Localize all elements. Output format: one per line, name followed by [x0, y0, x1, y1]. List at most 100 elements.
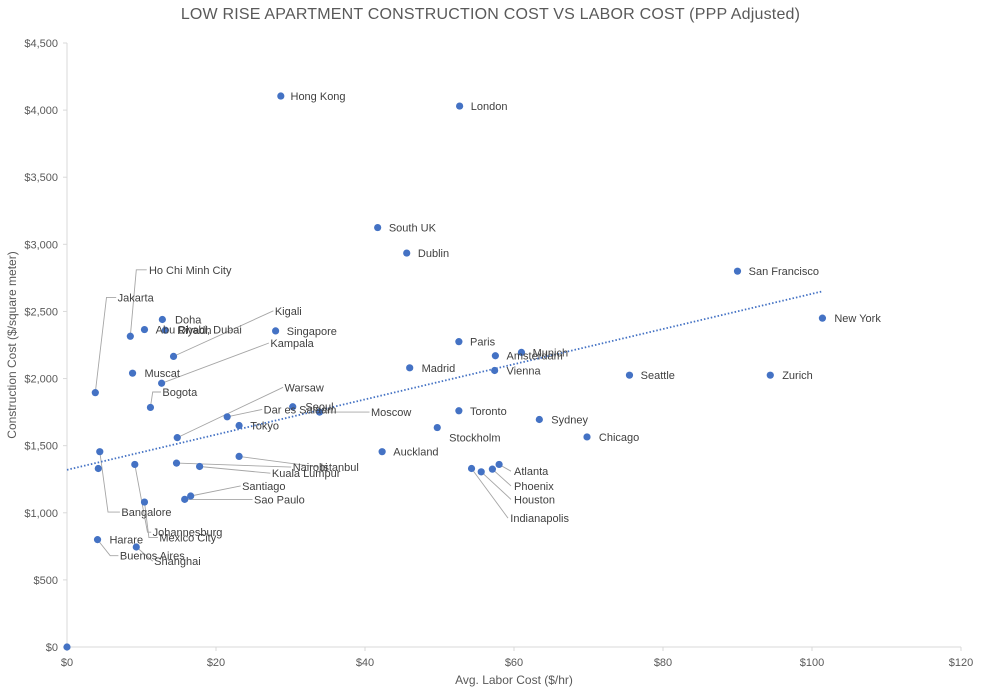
data-point	[467, 464, 476, 473]
data-label: London	[471, 101, 508, 113]
leader-line	[144, 501, 158, 539]
data-label: Singapore	[287, 326, 337, 338]
y-tick-label: $4,000	[24, 105, 58, 117]
x-axis-ticks: $0 $20 $40 $60 $80 $100 $120	[61, 647, 973, 669]
x-tick-label: $60	[505, 657, 523, 669]
y-tick-label: $0	[46, 642, 58, 654]
data-point	[94, 464, 102, 473]
data-point	[406, 364, 414, 372]
leader-line	[94, 296, 117, 393]
data-label: Santiago	[242, 481, 285, 493]
data-point	[235, 421, 243, 430]
data-label: Johannesburg	[153, 527, 223, 539]
x-tick-label: $80	[654, 657, 672, 669]
data-point	[132, 543, 140, 551]
data-point	[158, 379, 166, 387]
data-point	[172, 459, 181, 467]
leader-line	[149, 391, 161, 408]
data-label: Seoul	[305, 402, 333, 414]
data-point	[169, 352, 178, 361]
leader-line	[480, 471, 512, 500]
data-label: Kuala Lumpur	[272, 468, 341, 480]
axes	[66, 43, 961, 648]
data-point	[818, 314, 827, 322]
leader-line	[134, 464, 152, 533]
data-point	[146, 403, 155, 412]
leader-line	[99, 451, 120, 513]
data-point	[131, 460, 139, 469]
data-label: Jakarta	[118, 292, 155, 304]
data-label: Seattle	[641, 370, 675, 382]
y-tick-label: $500	[34, 575, 58, 587]
data-labels: Hong Kong London South UK Dublin San Francis…	[109, 91, 881, 568]
data-label: Houston	[514, 494, 555, 506]
data-point	[491, 352, 499, 360]
data-label: Shanghai	[154, 556, 201, 568]
data-label: Madrid	[422, 363, 456, 375]
leader-line	[239, 455, 319, 468]
leader-line	[136, 546, 153, 562]
leader-line	[129, 269, 147, 337]
y-tick-label: $4,500	[24, 38, 58, 50]
data-label: Kigali	[275, 306, 302, 318]
data-label: Hong Kong	[291, 91, 346, 103]
leader-line	[492, 468, 512, 487]
data-label: Sydney	[551, 414, 588, 426]
data-point	[374, 223, 382, 232]
data-point	[403, 249, 411, 257]
data-point	[455, 338, 463, 346]
leader-line	[190, 485, 241, 497]
data-label: Indianapolis	[510, 513, 569, 525]
data-point	[378, 448, 386, 456]
y-tick-label: $2,000	[24, 374, 58, 386]
data-point	[517, 348, 526, 356]
data-label: Nairobi	[293, 462, 328, 474]
data-point	[433, 423, 441, 432]
data-point	[126, 332, 134, 340]
x-tick-label: $120	[949, 657, 973, 669]
x-tick-label: $40	[356, 657, 374, 669]
data-label: Vienna	[507, 366, 542, 378]
data-label: Istanbul	[320, 462, 359, 474]
data-point	[140, 325, 149, 334]
leader-line	[161, 342, 270, 384]
y-tick-label: $3,500	[24, 172, 58, 184]
data-label: Bogota	[162, 387, 198, 399]
data-label: Paris	[470, 337, 496, 349]
data-label: Dublin	[418, 248, 449, 260]
leader-line	[176, 462, 292, 468]
data-point	[733, 267, 742, 275]
data-point	[583, 433, 591, 441]
data-point	[625, 371, 634, 379]
data-label: Warsaw	[285, 382, 324, 394]
data-point	[223, 413, 231, 421]
data-label: Buenos Aires	[120, 551, 185, 563]
x-tick-label: $0	[61, 657, 73, 669]
data-label: Ho Chi Minh City	[149, 265, 232, 277]
data-point	[187, 492, 195, 500]
data-point	[63, 643, 71, 651]
y-tick-label: $3,000	[24, 239, 58, 251]
data-label: Phoenix	[514, 481, 554, 493]
leader-line	[177, 386, 284, 439]
data-point	[315, 408, 324, 416]
data-label: Munich	[533, 347, 568, 359]
data-point	[456, 102, 464, 110]
data-label: Auckland	[393, 447, 438, 459]
x-tick-label: $20	[207, 657, 225, 669]
label-leader-lines	[94, 269, 512, 562]
leader-line	[199, 466, 271, 474]
y-axis-label: Construction Cost ($/square meter)	[5, 251, 19, 438]
data-label: Tokyo	[250, 421, 279, 433]
data-label: Kampala	[270, 338, 314, 350]
data-point	[161, 326, 169, 334]
data-label: Zurich	[782, 370, 813, 382]
data-label: Abu Dhabi, Dubai	[156, 325, 242, 337]
data-label: Amsterdam	[507, 351, 563, 363]
y-tick-label: $2,500	[24, 306, 58, 318]
data-point	[140, 498, 149, 506]
data-point	[535, 415, 543, 424]
data-point	[495, 460, 503, 469]
data-label: Muscat	[144, 368, 179, 380]
